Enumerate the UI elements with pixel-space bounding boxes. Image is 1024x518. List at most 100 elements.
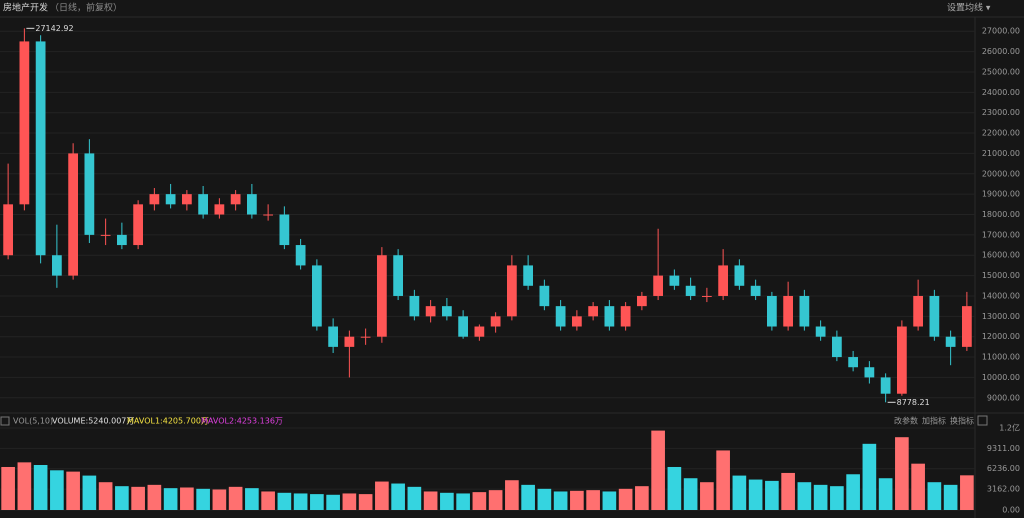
volume-bar xyxy=(115,486,129,510)
volume-bar xyxy=(943,484,958,510)
volume-bar xyxy=(163,488,178,510)
volume-bar xyxy=(456,493,470,510)
volume-bar xyxy=(553,491,568,510)
volume-bar xyxy=(407,486,422,510)
volume-bar xyxy=(326,494,340,510)
candle-body xyxy=(897,326,907,394)
volume-bar xyxy=(50,470,64,510)
y-tick-label: 13000.00 xyxy=(982,312,1020,321)
volume-bar xyxy=(423,491,438,510)
indicator-mavol2: MAVOL2:4253.136万 xyxy=(201,417,283,426)
volume-bar xyxy=(781,472,795,510)
volume-bar xyxy=(911,463,925,510)
candle-body xyxy=(312,265,322,327)
max-annotation: 27142.92 xyxy=(35,24,73,33)
y-tick-label: 6236.00 xyxy=(987,464,1020,473)
volume-bar xyxy=(846,474,860,510)
candle-body xyxy=(133,204,143,246)
volume-bar xyxy=(82,475,97,510)
candle-body xyxy=(35,41,46,256)
candle-body xyxy=(815,326,826,337)
volume-bar xyxy=(228,486,243,510)
candle-body xyxy=(474,326,485,337)
button[interactable]: 加指标 xyxy=(922,416,946,426)
volume-bar xyxy=(651,430,665,510)
volume-bar xyxy=(602,491,617,510)
y-tick-label: 10000.00 xyxy=(982,373,1020,382)
candle-body xyxy=(848,357,858,368)
volume-bar xyxy=(960,475,974,510)
candle-body xyxy=(279,214,290,246)
volume-bar xyxy=(245,488,259,510)
indicator-mavol1: MAVOL1:4205.700万 xyxy=(127,417,209,426)
y-tick-label: 16000.00 xyxy=(982,251,1020,260)
button[interactable]: 改参数 xyxy=(894,416,918,426)
candle-body xyxy=(945,336,956,347)
candle-body xyxy=(913,295,923,327)
candle-body xyxy=(52,255,62,276)
volume-bar xyxy=(375,481,389,510)
candle-body xyxy=(588,306,598,317)
candle-body xyxy=(929,295,940,337)
y-tick-label: 1.2亿 xyxy=(999,423,1020,433)
candle-body xyxy=(328,326,338,347)
candle-body xyxy=(604,306,615,327)
candle-body xyxy=(572,316,582,327)
candle-body xyxy=(799,295,810,327)
volume-bar xyxy=(505,480,519,510)
volume-bar xyxy=(667,466,682,510)
volume-bar xyxy=(862,443,877,510)
volume-bar xyxy=(570,490,584,510)
button[interactable]: 换指标 xyxy=(950,416,974,426)
candle-body xyxy=(685,285,696,296)
candle-body xyxy=(750,285,761,296)
candle-body xyxy=(490,316,501,327)
volume-bar xyxy=(765,480,779,510)
volume-bar xyxy=(683,478,698,510)
candle-body xyxy=(263,214,273,216)
volume-bar xyxy=(618,488,633,510)
subtitle: （日线，前复权） xyxy=(50,2,122,14)
candle-body xyxy=(165,194,176,205)
candle-body xyxy=(620,306,631,327)
candle-body xyxy=(198,194,208,215)
volume-bar xyxy=(180,487,194,510)
volume-bar xyxy=(1,466,15,510)
candle-body xyxy=(409,295,420,317)
volume-bar xyxy=(212,489,227,510)
candle-body xyxy=(507,265,517,317)
y-tick-label: 26000.00 xyxy=(982,47,1020,56)
candle-body xyxy=(555,306,566,327)
volume-bar xyxy=(66,471,80,510)
volume-bar xyxy=(537,488,552,510)
candle-body xyxy=(344,336,355,347)
ma-menu[interactable]: 设置均线 ▾ xyxy=(947,2,991,14)
y-tick-label: 22000.00 xyxy=(982,129,1020,138)
help-icon[interactable] xyxy=(0,416,10,426)
y-tick-label: 23000.00 xyxy=(982,108,1020,117)
candle-body xyxy=(702,295,712,297)
candle-body xyxy=(3,204,13,256)
y-tick-label: 18000.00 xyxy=(982,210,1020,219)
volume-bar xyxy=(33,465,48,510)
candle-body xyxy=(637,295,647,307)
volume-bar xyxy=(521,484,535,510)
y-tick-label: 12000.00 xyxy=(982,332,1020,341)
close-button[interactable] xyxy=(977,415,988,426)
indicator-volume: VOLUME:5240.007万 xyxy=(52,417,134,426)
y-tick-label: 11000.00 xyxy=(982,353,1020,362)
volume-bar xyxy=(488,490,503,510)
y-tick-label: 21000.00 xyxy=(982,149,1020,158)
y-tick-label: 20000.00 xyxy=(982,169,1020,178)
y-tick-label: 3162.00 xyxy=(987,485,1020,494)
y-tick-label: 9000.00 xyxy=(987,393,1020,402)
candle-body xyxy=(734,265,745,286)
y-tick-label: 9311.00 xyxy=(987,444,1020,453)
candle-body xyxy=(718,265,728,296)
candle-body xyxy=(458,316,468,337)
candle-body xyxy=(669,275,680,286)
volume-bar xyxy=(147,484,162,510)
candle-body xyxy=(880,377,891,394)
candle-body xyxy=(523,265,533,286)
